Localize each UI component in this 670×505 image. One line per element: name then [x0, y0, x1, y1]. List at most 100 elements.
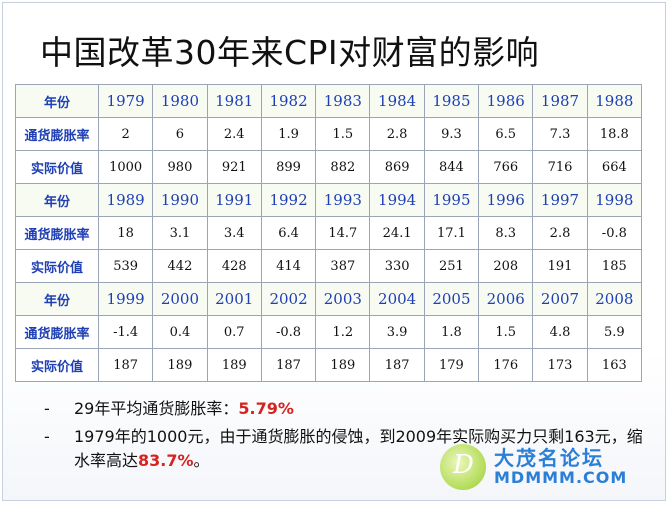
watermark-site-name: 大茂名论坛: [494, 446, 604, 470]
note-text: 29年平均通货膨胀率：: [74, 399, 239, 418]
inflation-cell: 6.5: [478, 117, 534, 151]
inflation-cell: -0.8: [260, 315, 317, 349]
inflation-cell: 0.4: [152, 315, 208, 349]
inflation-cell: 1.8: [423, 315, 480, 349]
inflation-cell: 7.3: [532, 117, 588, 151]
year-cell: 1988: [586, 84, 643, 118]
row-label: 实际价值: [15, 249, 99, 283]
note-purchasing-power: - 1979年的1000元，由于通货膨胀的侵蚀，到2009年实际购买力只剩163…: [44, 425, 644, 473]
real-value-cell: 882: [315, 150, 371, 184]
real-value-cell: 539: [97, 249, 154, 283]
inflation-cell: 18.8: [586, 117, 643, 151]
inflation-row: 通货膨胀率 18 3.1 3.4 6.4 14.7 24.1 17.1 8.3 2.8 -0.8: [15, 216, 643, 250]
real-value-cell: 980: [152, 150, 208, 184]
real-value-cell: 191: [532, 249, 588, 283]
inflation-cell: 3.4: [206, 216, 262, 250]
year-cell: 1995: [423, 183, 480, 217]
inflation-cell: 24.1: [369, 216, 425, 250]
real-value-cell: 844: [423, 150, 480, 184]
inflation-row: 通货膨胀率 -1.4 0.4 0.7 -0.8 1.2 3.9 1.8 1.5 4.8 5.9: [15, 315, 643, 349]
watermark-site-url: MDMMM.COM: [494, 468, 628, 487]
year-cell: 1994: [369, 183, 425, 217]
note-dash: -: [44, 427, 50, 446]
real-value-cell: 251: [423, 249, 480, 283]
inflation-cell: 1.5: [315, 117, 371, 151]
inflation-cell: -1.4: [97, 315, 154, 349]
real-value-cell: 387: [315, 249, 371, 283]
note-suffix: 。: [193, 451, 210, 470]
year-cell: 2008: [586, 282, 643, 316]
real-value-cell: 330: [369, 249, 425, 283]
year-cell: 1985: [423, 84, 480, 118]
inflation-cell: 2: [97, 117, 154, 151]
real-value-cell: 187: [97, 348, 154, 382]
year-row: 年份 1989 1990 1991 1992 1993 1994 1995 1996 1997 19…: [15, 183, 643, 217]
inflation-cell: 18: [97, 216, 154, 250]
notes-list: - 29年平均通货膨胀率：5.79% - 1979年的1000元，由于通货膨胀的…: [44, 397, 644, 477]
real-value-cell: 176: [478, 348, 534, 382]
real-value-cell: 442: [152, 249, 208, 283]
real-value-cell: 428: [206, 249, 262, 283]
inflation-cell: 2.8: [532, 216, 588, 250]
real-value-cell: 716: [532, 150, 588, 184]
row-label: 实际价值: [15, 150, 99, 184]
inflation-cell: 8.3: [478, 216, 534, 250]
real-value-cell: 414: [260, 249, 317, 283]
real-value-cell: 179: [423, 348, 480, 382]
inflation-cell: 3.9: [369, 315, 425, 349]
real-value-cell: 921: [206, 150, 262, 184]
inflation-cell: 0.7: [206, 315, 262, 349]
inflation-cell: 2.8: [369, 117, 425, 151]
year-cell: 1979: [97, 84, 154, 118]
note-highlight: 83.7%: [138, 451, 194, 470]
real-value-cell: 664: [586, 150, 643, 184]
inflation-cell: 1.5: [478, 315, 534, 349]
note-highlight: 5.79%: [238, 399, 294, 418]
year-cell: 2007: [532, 282, 588, 316]
year-cell: 1982: [260, 84, 317, 118]
year-row: 年份 1999 2000 2001 2002 2003 2004 2005 2006 2007 20…: [15, 282, 643, 316]
inflation-cell: 2.4: [206, 117, 262, 151]
year-cell: 1991: [206, 183, 262, 217]
year-cell: 2004: [369, 282, 425, 316]
inflation-cell: 4.8: [532, 315, 588, 349]
real-value-cell: 899: [260, 150, 317, 184]
row-label: 通货膨胀率: [15, 216, 99, 250]
year-cell: 1987: [532, 84, 588, 118]
real-value-cell: 187: [260, 348, 317, 382]
real-value-cell: 187: [369, 348, 425, 382]
watermark-flower-icon: [440, 444, 486, 490]
real-value-cell: 189: [206, 348, 262, 382]
real-value-cell: 766: [478, 150, 534, 184]
real-value-row: 实际价值 1000 980 921 899 882 869 844 766 716 664: [15, 150, 643, 184]
real-value-cell: 189: [152, 348, 208, 382]
real-value-cell: 189: [315, 348, 371, 382]
year-cell: 1983: [315, 84, 371, 118]
inflation-row: 通货膨胀率 2 6 2.4 1.9 1.5 2.8 9.3 6.5 7.3 18.8: [15, 117, 643, 151]
year-cell: 1989: [97, 183, 154, 217]
row-label: 年份: [15, 183, 99, 217]
year-cell: 2000: [152, 282, 208, 316]
row-label: 年份: [15, 282, 99, 316]
watermark-letter: D: [453, 450, 474, 480]
year-cell: 2002: [260, 282, 317, 316]
year-cell: 1992: [260, 183, 317, 217]
row-label: 实际价值: [15, 348, 99, 382]
note-average-inflation: - 29年平均通货膨胀率：5.79%: [44, 397, 644, 421]
year-cell: 2003: [315, 282, 371, 316]
inflation-cell: 9.3: [423, 117, 480, 151]
inflation-cell: -0.8: [586, 216, 643, 250]
note-dash: -: [44, 399, 50, 418]
inflation-cell: 1.2: [315, 315, 371, 349]
note-text: 1979年的1000元，由于通货膨胀的侵蚀，到2009年实际购买力只剩163元，…: [74, 427, 643, 470]
cpi-table: 年份 1979 1980 1981 1982 1983 1984 1985 1986 1987 19…: [15, 84, 643, 382]
real-value-row: 实际价值 187 189 189 187 189 187 179 176 173 163: [15, 348, 643, 382]
year-cell: 1986: [478, 84, 534, 118]
real-value-cell: 173: [532, 348, 588, 382]
real-value-cell: 185: [586, 249, 643, 283]
year-cell: 1998: [586, 183, 643, 217]
watermark-logo: D 大茂名论坛 MDMMM.COM: [436, 442, 636, 492]
real-value-cell: 1000: [97, 150, 154, 184]
year-cell: 1981: [206, 84, 262, 118]
year-cell: 1996: [478, 183, 534, 217]
